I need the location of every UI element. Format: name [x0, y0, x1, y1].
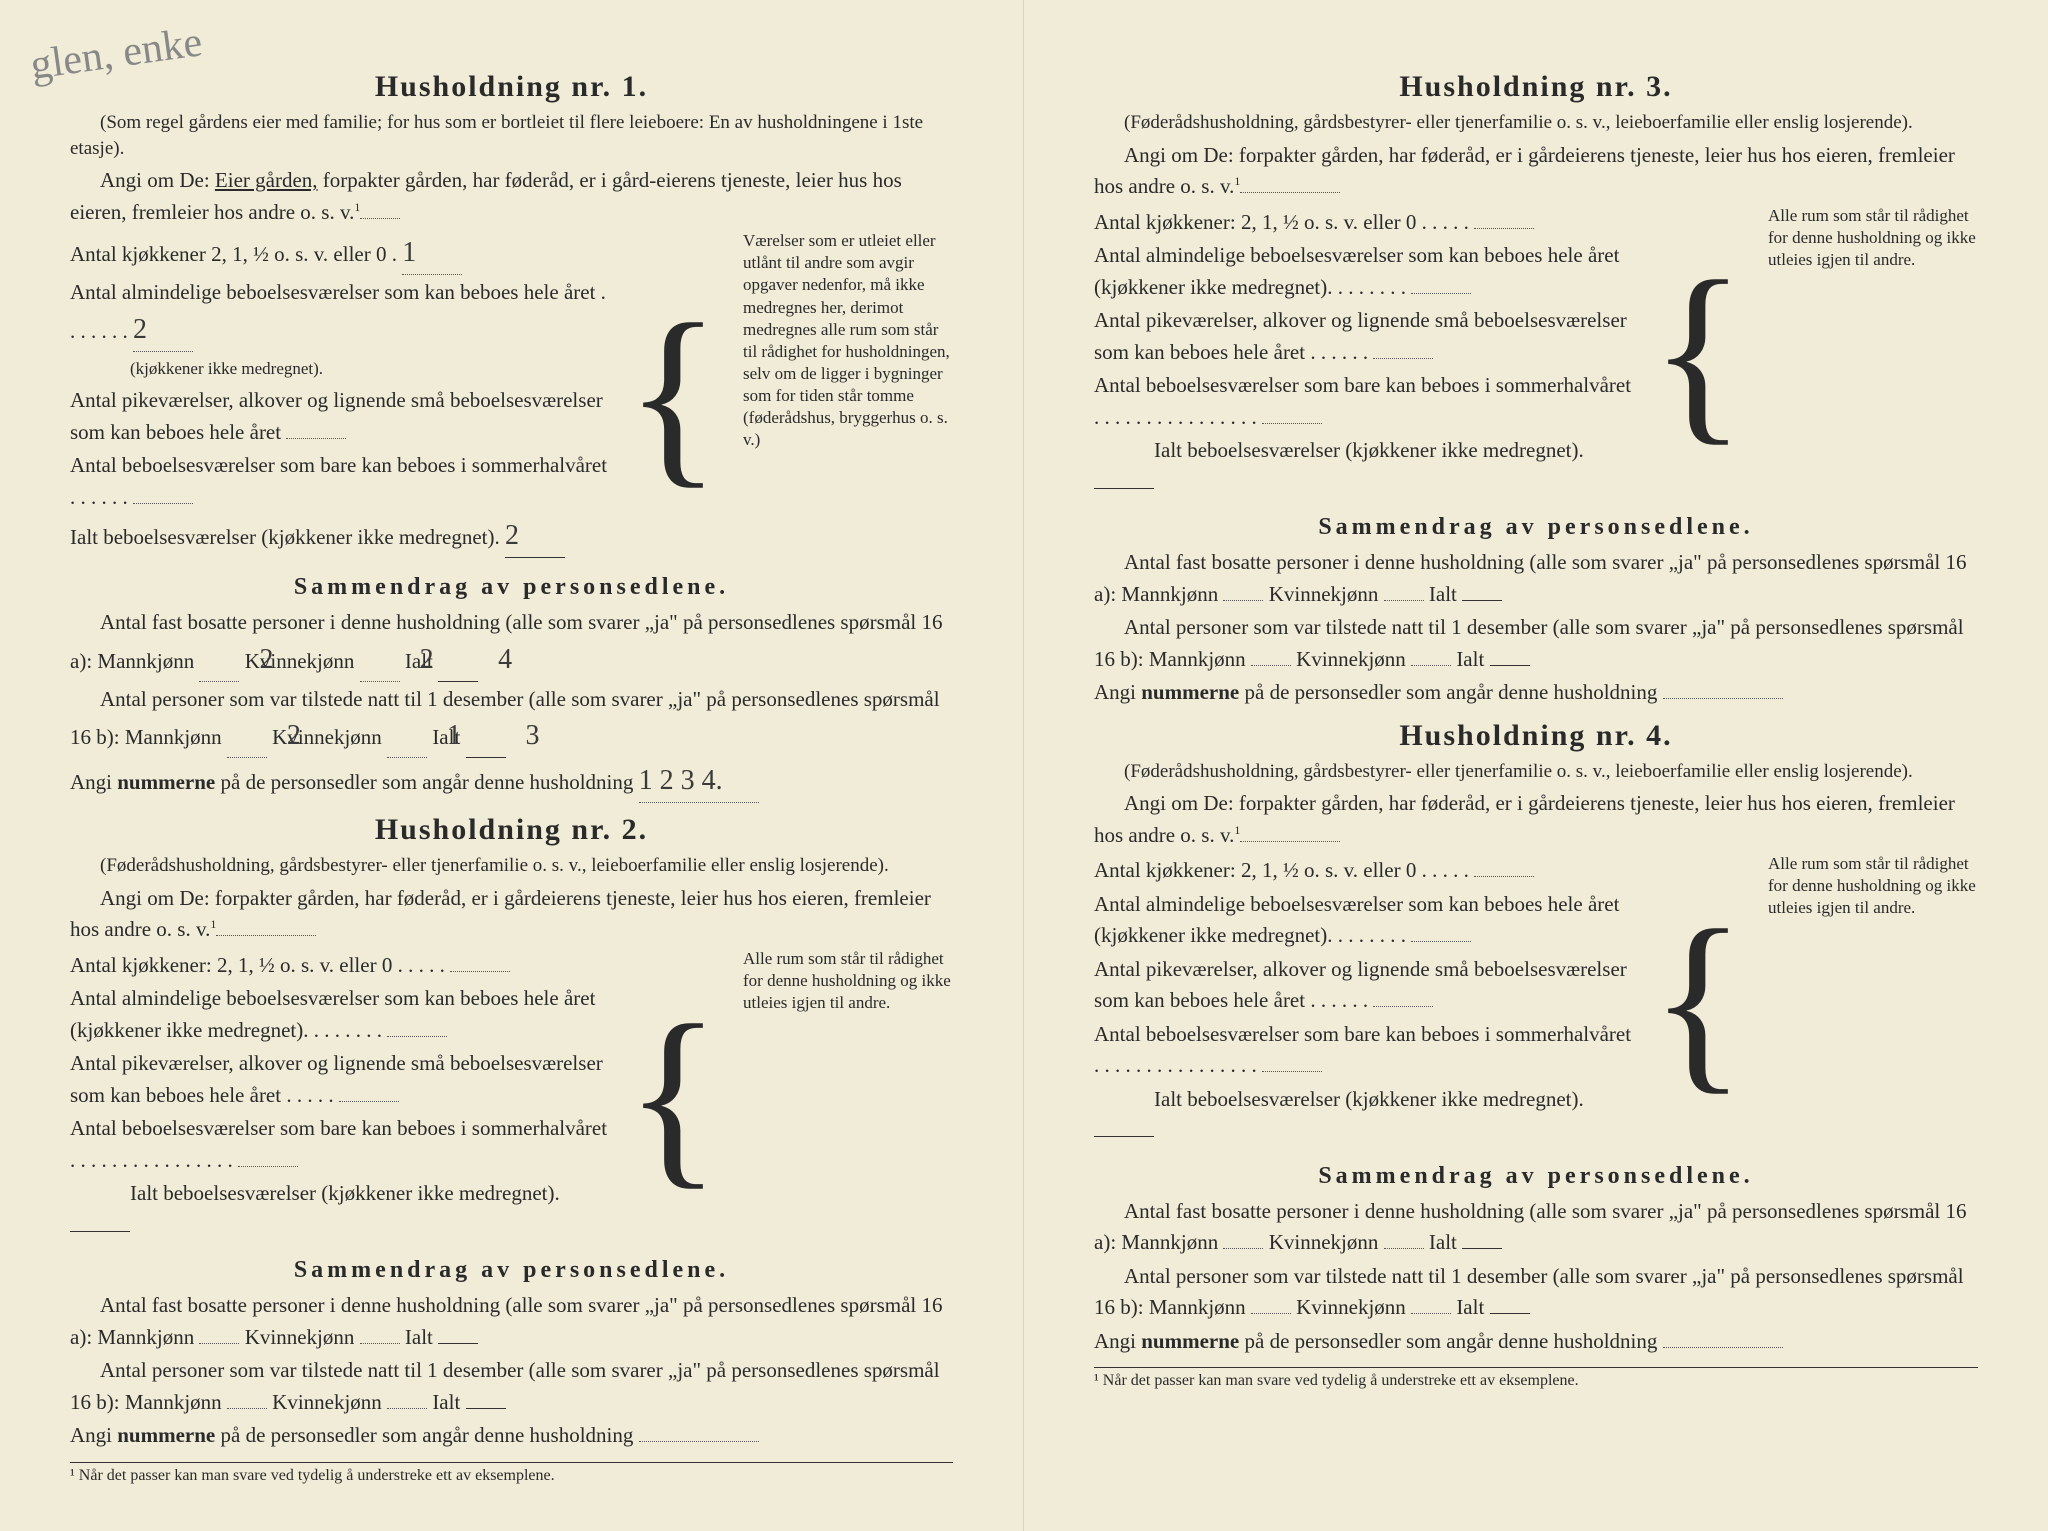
brace-icon: {	[625, 1036, 721, 1156]
household-4-subtitle: (Føderådshusholdning, gårdsbestyrer- ell…	[1094, 759, 1978, 785]
household-2-subtitle: (Føderådshusholdning, gårdsbestyrer- ell…	[70, 853, 953, 879]
ialt-value: 2	[505, 515, 519, 557]
sommer-row: Antal beboelsesværelser som bare kan beb…	[70, 450, 611, 513]
right-page: Husholdning nr. 3. (Føderådshusholdning,…	[1024, 0, 2048, 1531]
kjokken-value: 1	[402, 232, 416, 274]
fast-1: Antal fast bosatte personer i denne hush…	[70, 607, 953, 682]
brace-icon: {	[1650, 941, 1746, 1061]
household-2-angi: Angi om De: forpakter gården, har føderå…	[70, 883, 953, 946]
sammendrag-1-title: Sammendrag av personsedlene.	[70, 574, 953, 601]
side-note-3: Alle rum som står til rådighet for denne…	[1760, 205, 1978, 501]
nummer-1: Angi nummerne på de personsedler som ang…	[70, 760, 953, 803]
household-4-title: Husholdning nr. 4.	[1094, 719, 1978, 753]
angi-sup: 1	[354, 200, 360, 214]
pike-row: Antal pikeværelser, alkover og lignende …	[70, 385, 611, 448]
left-page: glen, enke Husholdning nr. 1. (Som regel…	[0, 0, 1024, 1531]
brace-icon: {	[625, 335, 721, 455]
household-3-subtitle: (Føderådshusholdning, gårdsbestyrer- ell…	[1094, 110, 1978, 136]
alm-row: Antal almindelige beboelsesværelser som …	[70, 277, 611, 383]
sammendrag-2-title: Sammendrag av personsedlene.	[70, 1257, 953, 1284]
sammendrag-4-title: Sammendrag av personsedlene.	[1094, 1163, 1978, 1190]
side-note-1: Værelser som er utleiet eller utlånt til…	[735, 230, 953, 560]
angi-underlined: Eier gården,	[215, 168, 318, 192]
household-1-title: Husholdning nr. 1.	[70, 70, 953, 104]
household-3-title: Husholdning nr. 3.	[1094, 70, 1978, 104]
household-1-rooms: Antal kjøkkener 2, 1, ½ o. s. v. eller 0…	[70, 230, 953, 560]
footnote-right: ¹ Når det passer kan man svare ved tydel…	[1094, 1367, 1978, 1390]
household-1-angi: Angi om De: Eier gården, forpakter gårde…	[70, 165, 953, 228]
ialt-row: Ialt beboelsesværelser (kjøkkener ikke m…	[70, 515, 611, 558]
household-2-rooms: Antal kjøkkener: 2, 1, ½ o. s. v. eller …	[70, 948, 953, 1244]
angi-prefix: Angi om De:	[100, 168, 210, 192]
alm-value: 2	[133, 309, 147, 351]
side-note-2: Alle rum som står til rådighet for denne…	[735, 948, 953, 1244]
household-2-title: Husholdning nr. 2.	[70, 813, 953, 847]
brace-icon: {	[1650, 292, 1746, 412]
tilstede-1: Antal personer som var tilstede natt til…	[70, 684, 953, 759]
kjokken-row: Antal kjøkkener 2, 1, ½ o. s. v. eller 0…	[70, 232, 611, 275]
footnote-left: ¹ Når det passer kan man svare ved tydel…	[70, 1462, 953, 1485]
side-note-4: Alle rum som står til rådighet for denne…	[1760, 853, 1978, 1149]
household-1-subtitle: (Som regel gårdens eier med familie; for…	[70, 110, 953, 161]
sammendrag-3-title: Sammendrag av personsedlene.	[1094, 514, 1978, 541]
